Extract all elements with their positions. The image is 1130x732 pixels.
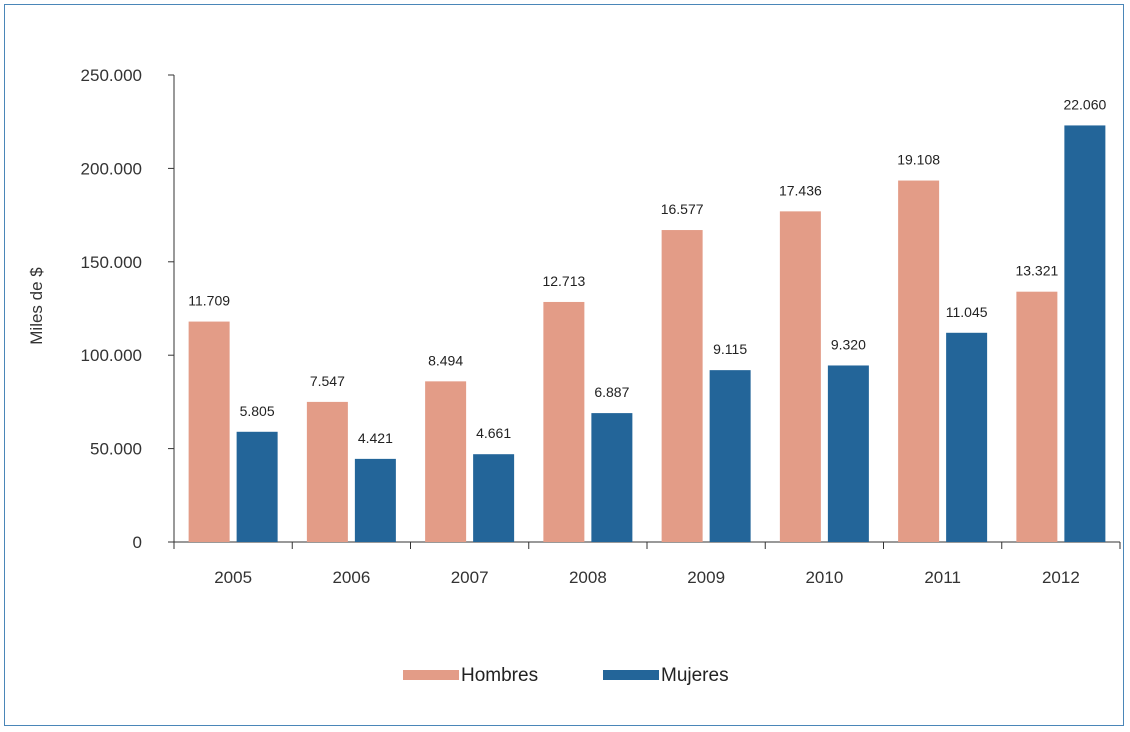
y-tick-label: 150.000 (81, 253, 142, 272)
x-tick-label: 2010 (805, 568, 843, 587)
legend-swatch (403, 670, 459, 680)
data-label: 11.045 (946, 304, 988, 320)
data-label: 13.321 (1015, 263, 1058, 279)
bar-mujeres-2011 (946, 332, 988, 542)
x-tick-label: 2007 (451, 568, 489, 587)
data-label: 4.661 (476, 425, 511, 441)
bar-hombres-2006 (306, 401, 348, 542)
bar-hombres-2011 (898, 180, 940, 543)
data-label: 19.108 (897, 152, 940, 168)
x-tick-label: 2012 (1042, 568, 1080, 587)
x-tick-label: 2008 (569, 568, 607, 587)
bar-mujeres-2012 (1064, 125, 1106, 542)
bars (188, 125, 1106, 543)
data-label: 5.805 (240, 403, 275, 419)
bar-mujeres-2008 (591, 413, 633, 542)
bar-mujeres-2005 (236, 431, 278, 542)
bar-hombres-2007 (425, 381, 467, 542)
bar-mujeres-2006 (354, 458, 396, 542)
bar-mujeres-2009 (709, 370, 751, 542)
data-label: 9.115 (713, 341, 747, 357)
data-label: 9.320 (831, 336, 866, 352)
y-axis-title: Miles de $ (27, 267, 46, 345)
data-label: 11.709 (188, 293, 230, 309)
data-label: 12.713 (542, 273, 585, 289)
legend-label: Mujeres (661, 665, 729, 686)
data-label: 7.547 (310, 373, 345, 389)
x-tick-label: 2006 (332, 568, 370, 587)
bar-hombres-2005 (188, 321, 230, 542)
data-label: 22.060 (1063, 96, 1106, 112)
y-tick-label: 50.000 (90, 440, 142, 459)
data-label: 4.421 (358, 430, 393, 446)
bar-mujeres-2007 (473, 454, 515, 542)
bar-hombres-2009 (661, 230, 703, 542)
bar-hombres-2010 (779, 211, 821, 542)
bar-mujeres-2010 (827, 365, 869, 542)
y-axis: 0 50.000 100.000 150.000 200.000 250.000 (81, 66, 175, 552)
x-tick-label: 2011 (924, 568, 961, 587)
y-tick-label: 100.000 (81, 346, 142, 365)
x-tick-label: 2005 (214, 568, 252, 587)
bar-hombres-2008 (543, 301, 585, 542)
data-label: 17.436 (779, 182, 822, 198)
legend-swatch (603, 670, 659, 680)
legend: Hombres Mujeres (403, 665, 729, 686)
legend-label: Hombres (461, 665, 538, 686)
bar-hombres-2012 (1016, 291, 1058, 542)
data-label: 6.887 (594, 384, 629, 400)
data-label: 8.494 (428, 352, 463, 368)
y-tick-label: 250.000 (81, 66, 142, 85)
x-axis: 2005 2006 2007 2008 2009 2010 2011 2012 (173, 541, 1121, 587)
data-label: 16.577 (661, 201, 704, 217)
y-tick-label: 0 (133, 533, 142, 552)
y-tick-label: 200.000 (81, 159, 142, 178)
value-labels: 11.709 7.547 8.494 12.713 16.577 17.436 19.108… (188, 96, 1106, 445)
x-tick-label: 2009 (687, 568, 725, 587)
